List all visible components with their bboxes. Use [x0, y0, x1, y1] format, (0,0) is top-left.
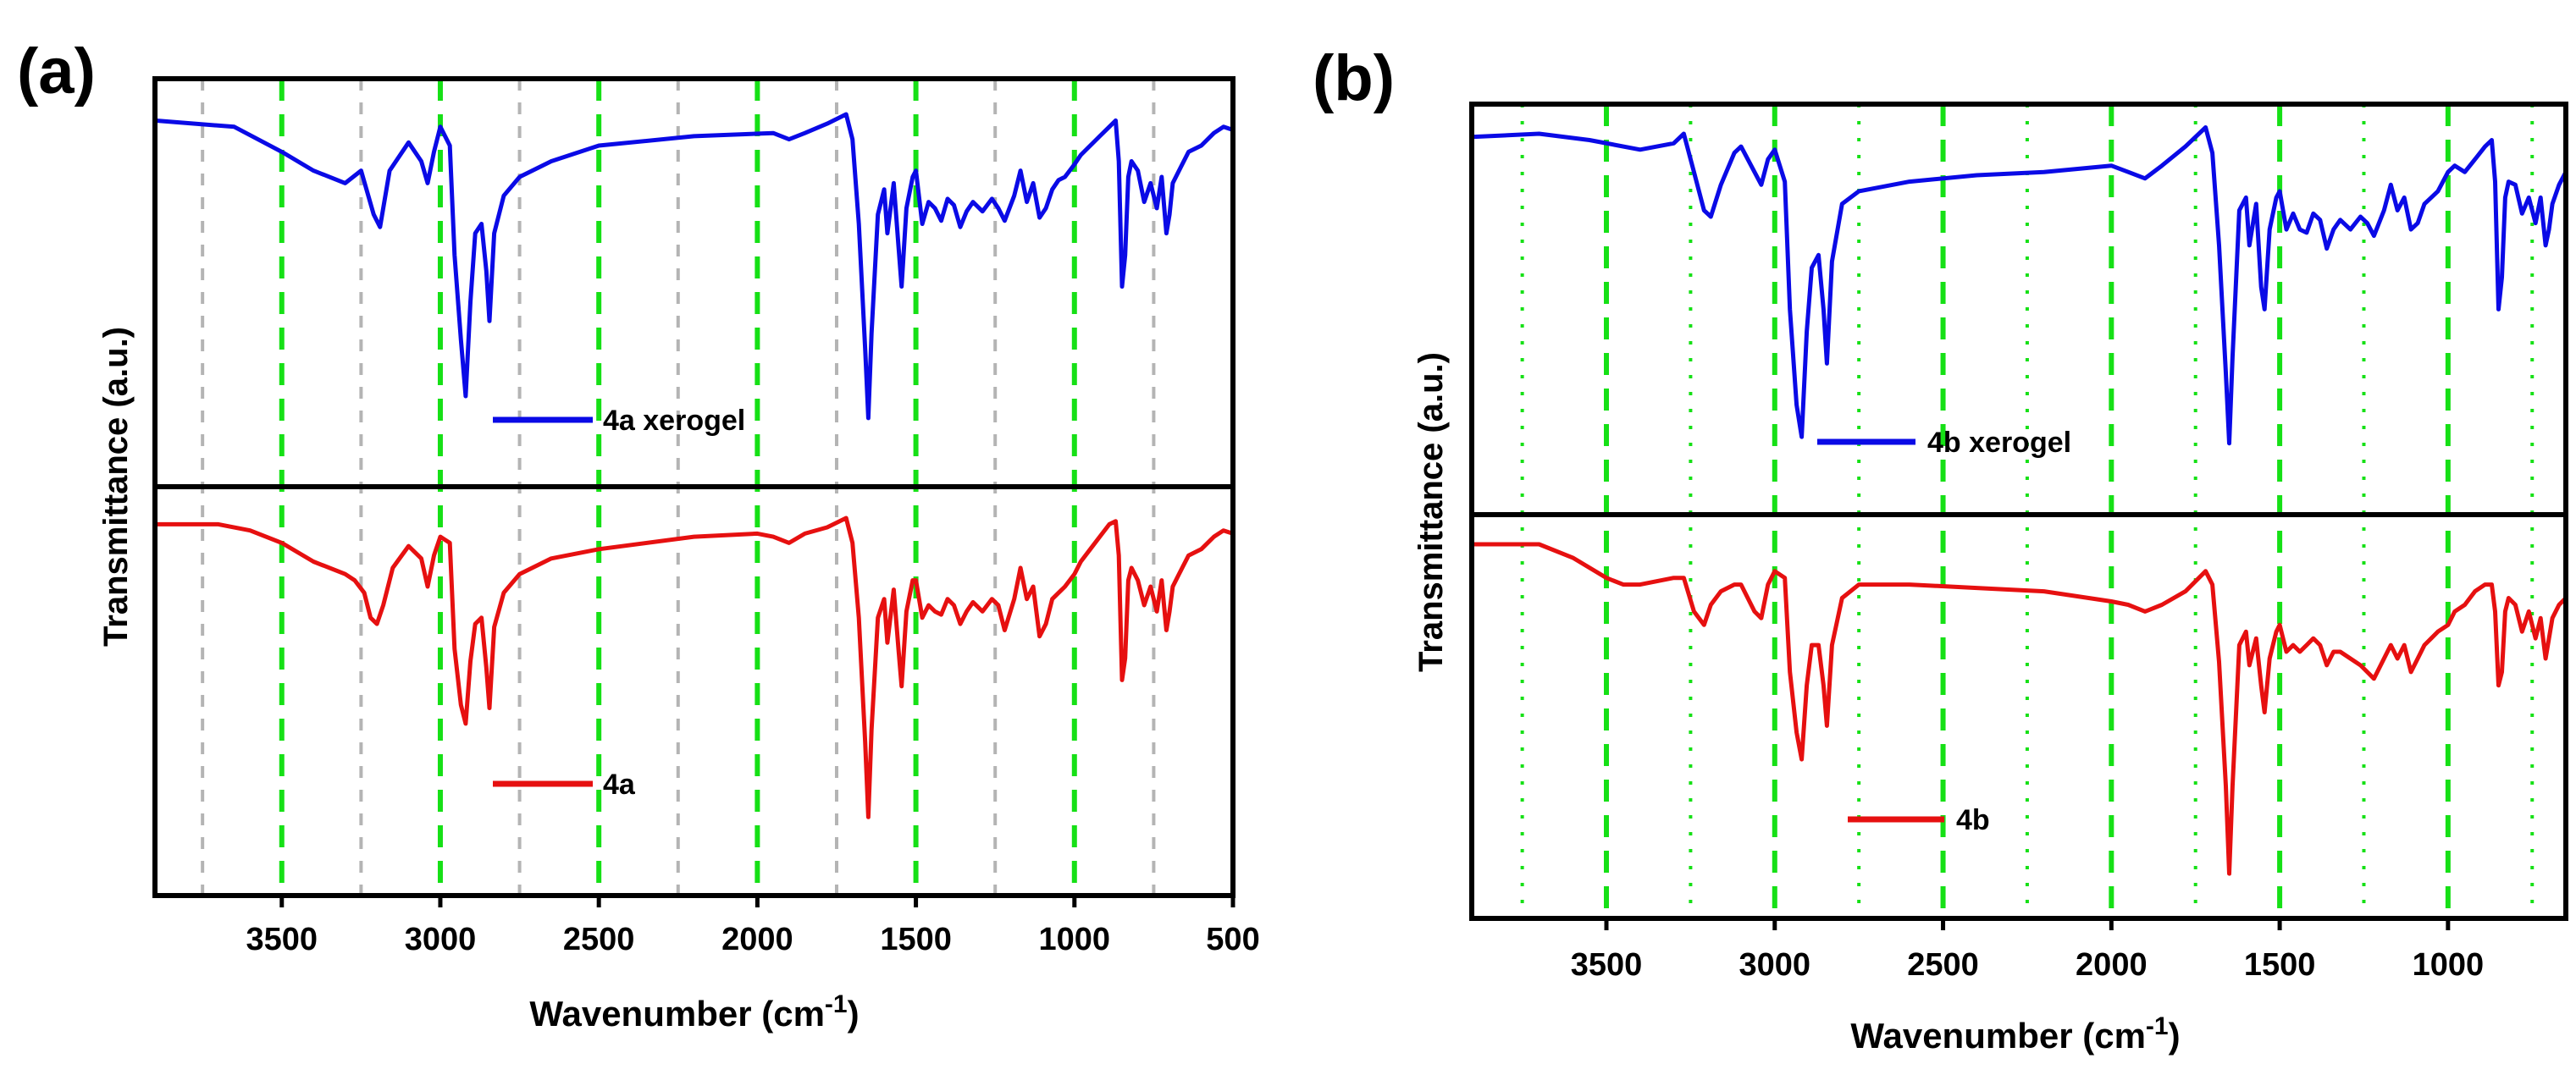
legend-label: 4b xerogel — [1927, 427, 2071, 459]
x-tick-label: 2500 — [1907, 947, 1979, 983]
x-tick-label: 2000 — [721, 922, 793, 957]
series-line-4a — [152, 515, 1235, 819]
x-axis-label-superscript: -1 — [2146, 1012, 2169, 1040]
x-axis-label-close: ) — [848, 994, 860, 1034]
x-axis-label: Wavenumber (cm-1) — [1850, 1012, 2180, 1056]
x-tick-label: 1000 — [2413, 947, 2485, 983]
y-axis-label: Transmittance (a.u.) — [1412, 352, 1450, 672]
legend-label: 4a — [603, 769, 636, 801]
x-tick-label: 1500 — [880, 922, 952, 957]
panel-label: (a) — [17, 36, 96, 108]
x-axis-label-superscript: -1 — [825, 990, 848, 1018]
panel-label: (b) — [1313, 42, 1395, 114]
plot-frame — [1469, 102, 2568, 921]
panel-a-chart: 4a xerogel 4a 3500 3000 2500 2000 1500 1000 500 (… — [17, 36, 1260, 1034]
x-axis-label-main: Wavenumber (cm — [1850, 1016, 2146, 1056]
x-axis-label-main: Wavenumber (cm — [529, 994, 825, 1034]
x-axis-label-close: ) — [2169, 1016, 2181, 1056]
x-axis-label: Wavenumber (cm-1) — [529, 990, 859, 1034]
x-tick-label: 3000 — [1739, 947, 1811, 983]
x-tick-label: 1000 — [1039, 922, 1111, 957]
series-line-4b-xerogel — [1469, 125, 2568, 446]
x-tick-label: 2000 — [2076, 947, 2148, 983]
x-tick-label: 3500 — [246, 922, 318, 957]
x-tick-label: 2500 — [563, 922, 635, 957]
series-line-4a-xerogel — [152, 112, 1235, 421]
panel-b-chart: 4b xerogel 4b 3500 3000 2500 2000 1500 1000 (b) W… — [1313, 42, 2568, 1056]
legend-label: 4a xerogel — [603, 405, 745, 437]
x-tick-label: 500 — [1206, 922, 1259, 957]
x-tick-label: 3000 — [405, 922, 477, 957]
x-tick-label: 3500 — [1571, 947, 1643, 983]
series-line-4b — [1469, 542, 2568, 876]
legend-label: 4b — [1956, 804, 1990, 836]
y-axis-label: Transmittance (a.u.) — [97, 327, 135, 647]
x-tick-label: 1500 — [2244, 947, 2316, 983]
